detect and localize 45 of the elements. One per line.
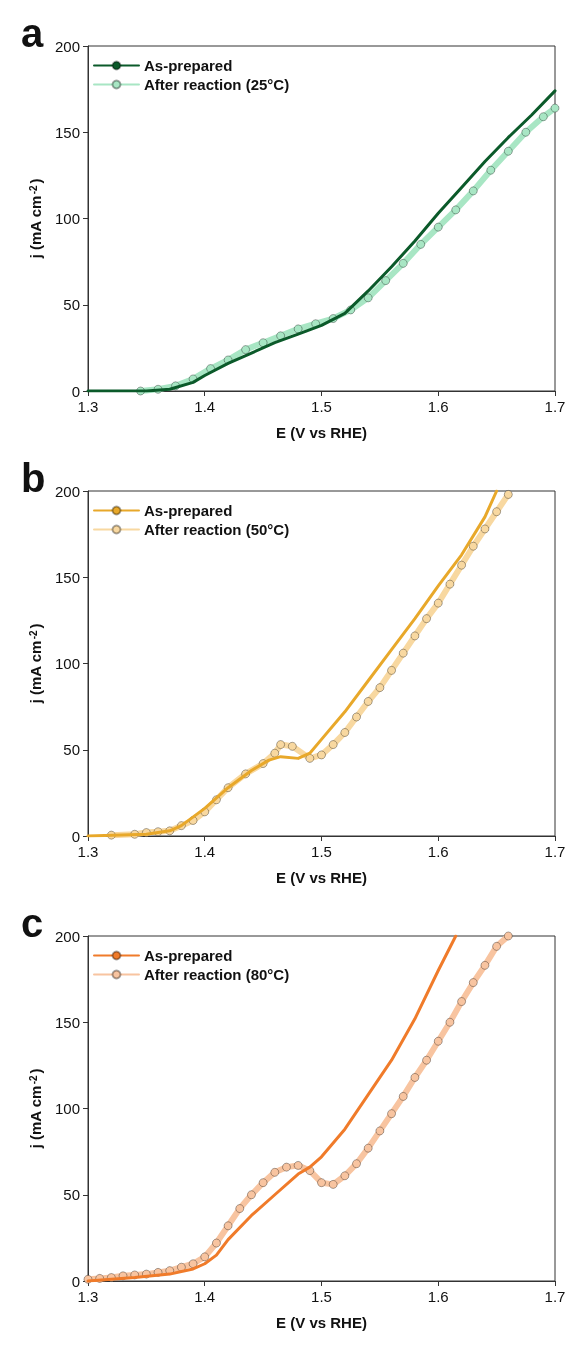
y-tick-label: 50 [63,1186,80,1204]
y-tick-label: 150 [54,123,80,141]
x-tick-label: 1.3 [77,1288,99,1305]
chart-title: b [21,456,46,500]
x-tick-label: 1.4 [194,1288,216,1305]
y-tick-label: 100 [54,655,80,672]
x-tick-label: 1.6 [427,1288,449,1305]
y-tick-label: 100 [54,1100,80,1117]
y-axis-title: j (mA cm-2) [27,623,44,705]
x-tick-label: 1.4 [194,398,216,415]
x-tick-label: 1.5 [311,843,332,860]
y-tick-label: 0 [71,382,80,400]
y-tick-label: 50 [63,741,80,759]
y-tick-label: 100 [54,210,80,227]
legend-label: After reaction (50°C) [144,521,290,538]
y-tick-label: 0 [71,827,80,845]
x-tick-label: 1.6 [427,843,449,860]
x-tick-label: 1.6 [427,398,449,415]
x-tick-label: 1.5 [311,398,332,415]
x-tick-label: 1.3 [77,843,99,860]
x-tick-label: 1.7 [544,1288,566,1305]
x-tick-label: 1.5 [311,1288,332,1305]
y-tick-label: 200 [54,37,80,55]
x-axis-title: E (V vs RHE) [276,869,367,886]
y-axis-title: j (mA cm-2) [27,1068,44,1150]
y-tick-label: 0 [71,1272,80,1290]
chart-title: c [21,901,44,945]
legend-label: As-prepared [144,57,233,74]
y-tick-label: 150 [54,1013,80,1031]
x-tick-label: 1.4 [194,843,216,860]
y-tick-label: 200 [54,927,80,945]
legend-label: As-prepared [144,947,233,964]
legend-label: After reaction (25°C) [144,76,290,93]
x-axis-title: E (V vs RHE) [276,424,367,441]
legend-label: After reaction (80°C) [144,966,290,983]
y-tick-label: 50 [63,296,80,314]
x-axis-title: E (V vs RHE) [276,1314,367,1331]
y-tick-label: 150 [54,568,80,586]
x-tick-label: 1.7 [544,398,566,415]
y-axis-title: j (mA cm-2) [27,178,44,260]
y-tick-label: 200 [54,482,80,500]
x-tick-label: 1.7 [544,843,566,860]
x-tick-label: 1.3 [77,398,99,415]
chart-title: a [21,11,44,55]
legend-label: As-prepared [144,502,233,519]
